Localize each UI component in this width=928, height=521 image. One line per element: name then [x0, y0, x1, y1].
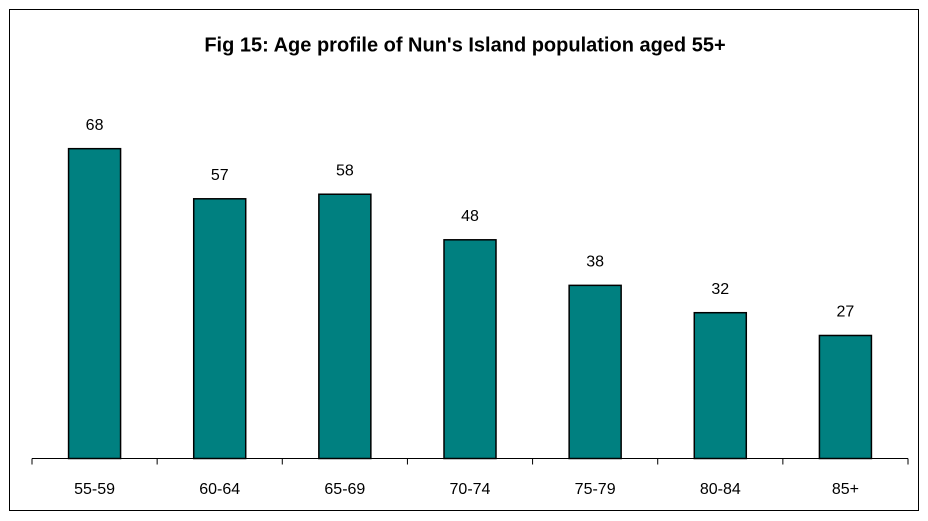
data-label: 48: [461, 208, 479, 225]
data-label: 68: [86, 117, 104, 134]
x-tick-label: 60-64: [199, 481, 240, 498]
data-label: 27: [837, 304, 855, 321]
data-label: 38: [586, 254, 604, 271]
x-tick-label: 65-69: [324, 481, 365, 498]
bar: [693, 311, 748, 460]
bar: [568, 284, 622, 460]
data-label: 32: [711, 281, 729, 298]
data-label: 58: [336, 162, 354, 179]
x-tick-label: 85+: [832, 481, 859, 498]
chart-title: Fig 15: Age profile of Nun's Island popu…: [204, 34, 725, 56]
x-tick-label: 55-59: [74, 481, 115, 498]
bar: [192, 198, 247, 460]
bar: [318, 193, 372, 460]
x-tick-label: 80-84: [700, 481, 741, 498]
x-tick-label: 70-74: [450, 481, 491, 498]
x-tick-label: 75-79: [575, 481, 616, 498]
bar: [818, 334, 873, 460]
bar: [67, 147, 122, 460]
bar: [443, 239, 497, 460]
data-label: 57: [211, 167, 229, 184]
